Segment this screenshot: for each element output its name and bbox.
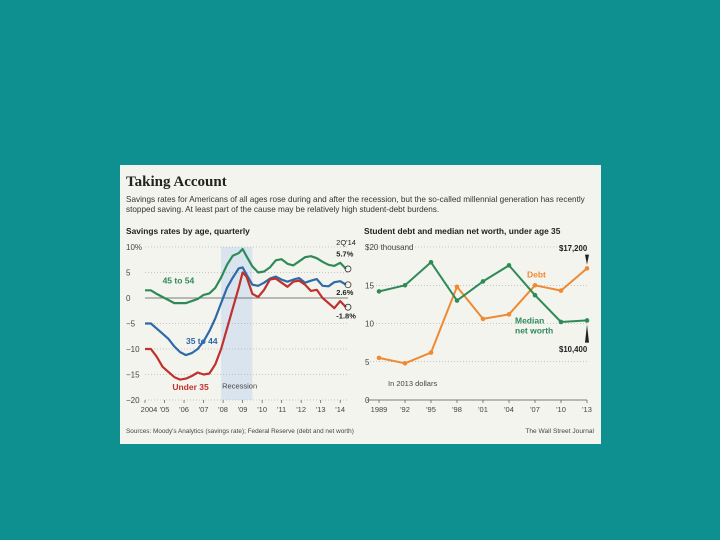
x-tick-label: '98 [452,405,462,414]
data-point [402,282,408,288]
y-tick-label: −20 [126,396,140,405]
series-label: 45 to 54 [163,276,195,286]
dek-text: Savings rates for Americans of all ages … [126,195,585,214]
x-tick-label: '13 [582,405,592,414]
debt-end-pointer [585,254,589,265]
data-point [454,298,460,303]
x-tick-label: '07 [199,405,209,414]
y-tick-label: 10% [126,243,142,252]
x-tick-label: '01 [478,405,488,414]
data-point [480,316,486,322]
x-tick-label: 1989 [371,405,388,414]
y-tick-label: −5 [126,320,136,329]
series-end-label: 5.7% [336,250,353,259]
x-tick-label: '08 [218,405,228,414]
data-point [428,350,434,355]
units-note: In 2013 dollars [388,379,437,388]
x-tick-label: '10 [556,405,566,414]
x-tick-label: '12 [296,405,306,414]
recession-label: Recession [222,381,257,390]
y-tick-label: 5 [126,269,131,278]
debt-end-label: $17,200 [559,244,588,253]
y-tick-label: $20 thousand [365,243,414,252]
data-point [506,312,512,317]
data-point [402,360,408,366]
data-point [584,266,590,271]
data-point [558,319,564,325]
debt-chart-title: Student debt and median net worth, under… [364,226,561,236]
series-line-35-to-44 [145,266,347,357]
x-tick-label: '95 [426,405,436,414]
savings-chart-title: Savings rates by age, quarterly [126,226,250,236]
data-point [376,355,382,361]
x-tick-label: '09 [238,405,248,414]
x-tick-label: 2004 [141,405,158,414]
credit-line: The Wall Street Journal [525,428,594,435]
y-tick-label: 5 [365,358,370,367]
x-tick-label: '13 [316,405,326,414]
x-tick-label: '07 [530,405,540,414]
x-tick-label: '04 [504,405,514,414]
x-tick-label: '06 [179,405,189,414]
x-tick-label: '11 [277,405,286,414]
series-label: Under 35 [172,382,209,392]
series-end-label: -1.8% [336,311,356,320]
data-point [532,282,538,288]
series-line-45-to-54 [145,247,347,305]
series-end-marker [344,303,352,311]
headline: Taking Account [126,174,227,190]
data-point [558,288,564,293]
series-label-line: net worth [515,326,553,336]
y-tick-label: 0 [126,294,131,303]
y-tick-label: −15 [126,371,140,380]
y-tick-label: −10 [126,345,140,354]
data-point [454,284,460,290]
data-point [480,279,486,284]
x-tick-label: '10 [257,405,267,414]
networth-end-pointer [585,324,589,343]
infographic-card: Taking Account Savings rates for America… [120,165,601,444]
series-label-line: Median [515,316,544,326]
series-label: Median net worth [515,316,553,336]
series-line-median-net-worth [378,261,588,323]
series-label: Debt [527,270,546,280]
y-tick-label: 10 [365,320,374,329]
data-point [376,289,382,294]
data-point [532,292,538,298]
networth-end-label: $10,400 [559,345,588,354]
series-line-under-35 [145,271,347,381]
y-tick-label: 15 [365,281,374,290]
source-note: Sources: Moody's Analytics (savings rate… [126,428,354,435]
data-point [584,318,590,323]
data-point [506,263,512,268]
series-end-marker [344,265,352,273]
x-tick-label: '14 [335,405,345,414]
data-point [428,260,434,265]
series-end-marker [344,281,352,289]
x-tick-label: '05 [160,405,170,414]
series-end-label: 2.6% [336,288,353,297]
period-label: 2Q'14 [336,238,356,247]
series-label: 35 to 44 [186,336,218,346]
y-tick-label: 0 [365,396,370,405]
x-tick-label: '92 [400,405,410,414]
